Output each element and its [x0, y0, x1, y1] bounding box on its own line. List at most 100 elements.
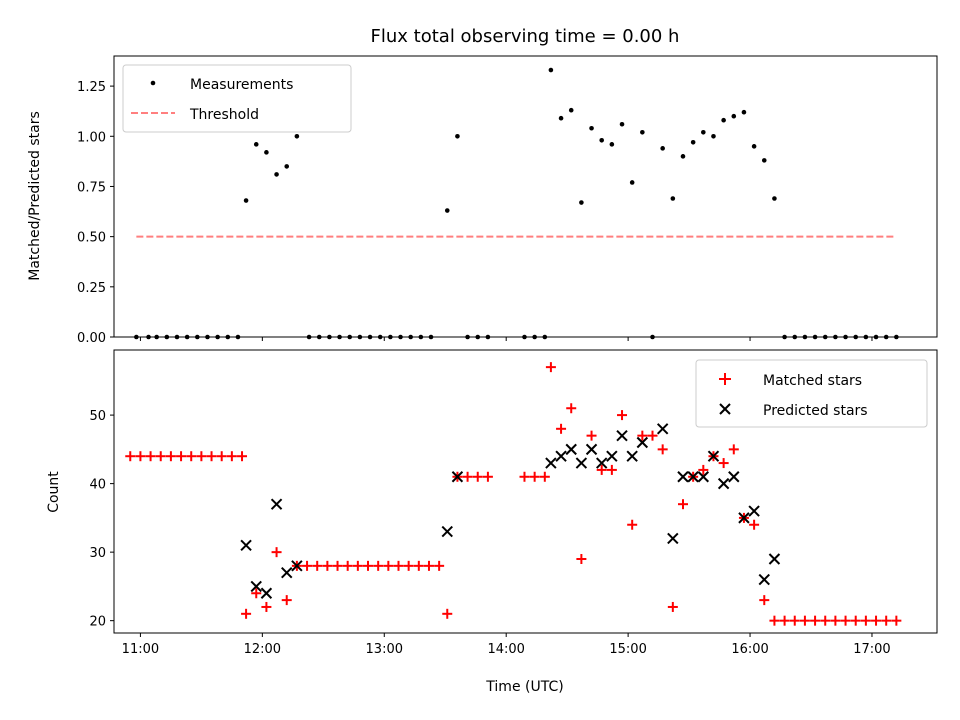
- top-chart-title: Flux total observing time = 0.00 h: [371, 26, 680, 47]
- bottom-y-tick-label: 30: [89, 546, 106, 561]
- matched-stars-point: [155, 451, 166, 462]
- measurements-point: [455, 133, 460, 139]
- predicted-stars-point: [595, 457, 608, 469]
- measurements-point: [548, 67, 554, 73]
- matched-stars-point: [393, 560, 404, 571]
- measurements-point: [274, 172, 279, 177]
- measurements-point: [640, 129, 645, 135]
- measurements-point: [253, 142, 259, 147]
- predicted-stars-point: [260, 587, 273, 599]
- matched-stars-point: [251, 588, 262, 599]
- matched-stars-point: [576, 553, 587, 564]
- top-y-tick-label: 1.00: [77, 130, 106, 145]
- matched-stars-point: [657, 444, 668, 455]
- bottom-x-tick-label: 14:00: [487, 642, 524, 657]
- predicted-stars-point: [728, 471, 740, 483]
- matched-stars-point: [718, 458, 729, 469]
- matched-stars-point: [627, 519, 638, 530]
- matched-stars-point: [637, 430, 648, 441]
- predicted-legend-marker: [719, 403, 731, 415]
- measurements-point: [680, 154, 686, 159]
- matched-stars-point: [871, 615, 882, 626]
- matched-stars-point: [566, 403, 577, 414]
- matched-stars-point: [312, 560, 323, 571]
- matched-stars-point: [881, 615, 892, 626]
- matched-stars-point: [472, 471, 483, 482]
- matched-stars-point: [830, 615, 841, 626]
- bottom-axes-frame: [113, 349, 938, 634]
- matched-stars-point: [556, 423, 567, 434]
- matched-stars-point: [840, 615, 851, 626]
- predicted-stars-point: [545, 457, 557, 469]
- predicted-stars-point: [687, 471, 699, 483]
- predicted-stars-point: [626, 450, 638, 462]
- matched-stars-point: [462, 471, 473, 482]
- matched-stars-point: [271, 547, 282, 558]
- measurements-point: [243, 198, 249, 203]
- bottom-x-tick-label: 16:00: [731, 642, 768, 657]
- bottom-plot-area: 20 30 40 50 11:00 12:00 13:00 14:00 15:00 16:00 17…: [89, 362, 902, 657]
- matched-stars-point: [482, 471, 493, 482]
- matched-stars-point: [363, 560, 374, 571]
- matched-stars-point: [383, 560, 394, 571]
- matched-stars-point: [281, 595, 292, 606]
- matched-stars-point: [125, 451, 136, 462]
- predicted-stars-point: [451, 471, 464, 483]
- measurements-point: [599, 138, 605, 143]
- predicted-stars-point: [697, 471, 710, 483]
- matched-stars-point: [529, 471, 540, 482]
- matched-stars-point: [860, 615, 871, 626]
- matched-stars-point: [241, 608, 252, 619]
- predicted-stars-point: [656, 423, 669, 435]
- measurements-point: [741, 109, 747, 115]
- matched-stars-point: [237, 451, 248, 462]
- predicted-stars-point: [575, 457, 588, 469]
- measurements-point: [751, 144, 757, 149]
- matched-stars-point: [135, 451, 146, 462]
- matched-stars-point: [617, 410, 628, 421]
- matched-stars-point: [810, 615, 821, 626]
- matched-stars-point: [216, 451, 227, 462]
- measurements-point: [444, 208, 450, 213]
- predicted-stars-point: [565, 443, 577, 456]
- top-y-tick-label: 0.25: [77, 281, 106, 296]
- matched-legend-label: Matched stars: [763, 373, 862, 389]
- bottom-x-axis-label: Time (UTC): [485, 679, 563, 695]
- matched-stars-point: [779, 615, 790, 626]
- measurements-point: [701, 129, 706, 135]
- predicted-stars-point: [250, 580, 262, 593]
- top-y-tick-label: 0.75: [77, 180, 106, 195]
- measurements-point: [721, 117, 726, 123]
- matched-stars-point: [677, 499, 688, 510]
- predicted-stars-point: [270, 498, 283, 510]
- matched-stars-point: [769, 615, 780, 626]
- matched-stars-point: [799, 615, 810, 626]
- matched-stars-point: [789, 615, 800, 626]
- matched-stars-point: [322, 560, 333, 571]
- matched-stars-point: [196, 451, 207, 462]
- measurements-legend-label: Measurements: [190, 77, 293, 93]
- bottom-x-tick-label: 17:00: [853, 642, 890, 657]
- matched-stars-point: [519, 471, 530, 482]
- matched-stars-point: [413, 560, 424, 571]
- matched-stars-point: [539, 471, 550, 482]
- matched-stars-point: [206, 451, 217, 462]
- predicted-stars-point: [616, 429, 628, 442]
- matched-stars-point: [891, 615, 902, 626]
- top-y-axis-label: Matched/Predicted stars: [27, 111, 43, 281]
- measurements-point: [711, 133, 716, 139]
- measurements-point: [589, 125, 594, 131]
- predicted-stars-point: [585, 443, 598, 456]
- matched-stars-point: [759, 595, 770, 606]
- matched-stars-point: [342, 560, 353, 571]
- matched-stars-point: [176, 451, 187, 462]
- matched-stars-point: [352, 560, 363, 571]
- bottom-y-tick-label: 40: [89, 478, 106, 493]
- top-y-tick-label: 1.25: [77, 80, 106, 95]
- top-y-tick-label: 0.50: [77, 231, 106, 246]
- matched-stars-point: [596, 464, 607, 475]
- bottom-legend: Matched stars Predicted stars: [695, 359, 928, 428]
- predicted-stars-point: [555, 450, 567, 462]
- matched-stars-point: [749, 519, 760, 530]
